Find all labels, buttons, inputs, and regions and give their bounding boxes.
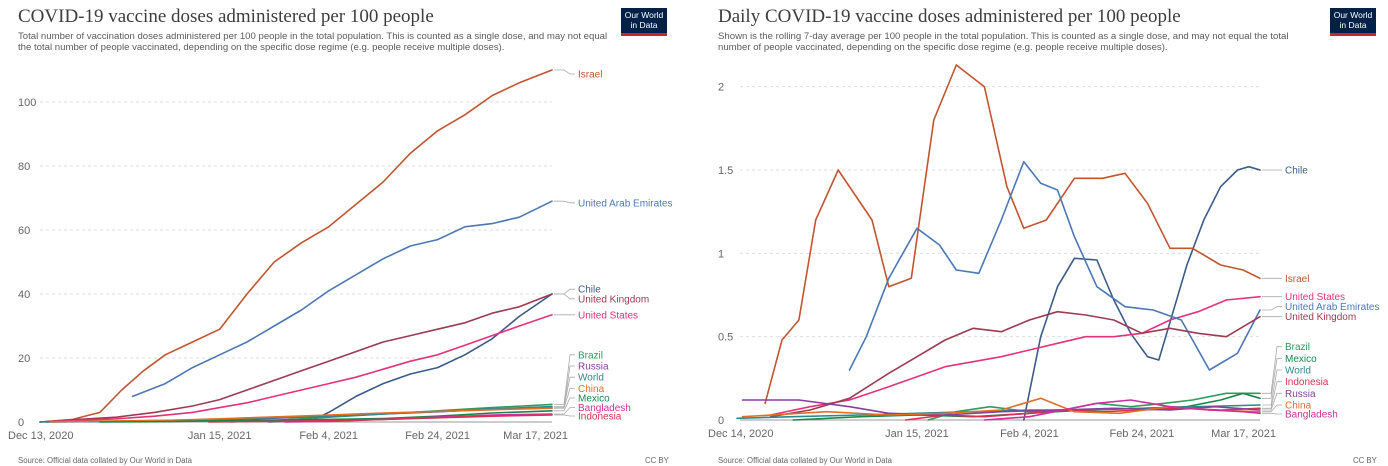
x-tick-label: Feb 24, 2021 — [405, 430, 470, 442]
label-leader-world — [1262, 369, 1282, 406]
y-tick-label: 2 — [718, 82, 724, 94]
x-tick-label: Dec 14, 2020 — [708, 428, 773, 440]
series-label-mexico[interactable]: Mexico — [1285, 354, 1317, 365]
label-leader-russia — [1262, 392, 1282, 411]
line-chart-cumulative: 0 20 40 60 80 100 Dec 13, 2020 Jan 15, 2021 Feb … — [8, 69, 673, 442]
y-tick-label: 1.5 — [718, 165, 733, 177]
y-tick-label: 0.5 — [718, 332, 733, 344]
series-label-russia[interactable]: Russia — [1285, 389, 1316, 400]
label-leader-brazil — [554, 354, 575, 405]
label-leader-indonesia — [554, 414, 575, 417]
label-leader-china — [1262, 404, 1282, 413]
series-line-china[interactable] — [50, 407, 553, 423]
label-leader-china — [554, 387, 575, 409]
series-label-chile[interactable]: Chile — [1285, 166, 1308, 177]
y-tick-label: 80 — [18, 161, 30, 173]
label-leader-chile — [554, 288, 575, 295]
label-leader-bangladesh — [1262, 412, 1282, 415]
x-tick-label: Jan 15, 2021 — [885, 428, 949, 440]
series-label-chile[interactable]: Chile — [578, 285, 601, 296]
x-tick-label: Feb 4, 2021 — [1000, 428, 1059, 440]
chart-subtitle: Shown is the rolling 7-day average per 1… — [718, 31, 1289, 53]
chart-subtitle: Total number of vaccination doses admini… — [18, 31, 608, 53]
series-label-china[interactable]: China — [1285, 401, 1312, 412]
label-leader-israel — [554, 69, 575, 75]
series-label-israel[interactable]: Israel — [578, 70, 602, 81]
series-line-united-states[interactable] — [44, 313, 553, 423]
y-tick-label: 0 — [718, 415, 724, 427]
chart-title: COVID-19 vaccine doses administered per … — [18, 6, 434, 27]
series-label-brazil[interactable]: Brazil — [578, 350, 603, 361]
license-label[interactable]: CC BY — [645, 456, 669, 465]
y-tick-label: 0 — [18, 417, 24, 429]
series-line-bangladesh[interactable] — [983, 399, 1261, 421]
series-line-mexico[interactable] — [99, 409, 553, 423]
series-label-bangladesh[interactable]: Bangladesh — [1285, 410, 1338, 421]
series-label-united-states[interactable]: United States — [578, 310, 638, 321]
y-tick-label: 1 — [718, 248, 724, 260]
line-chart-daily: 0 0.5 1 1.5 2 Dec 14, 2020 Jan 15, 2021 Feb 4, … — [708, 64, 1380, 440]
label-leader-bangladesh — [554, 407, 575, 415]
series-line-israel[interactable] — [764, 64, 1261, 405]
y-tick-label: 20 — [18, 353, 30, 365]
license-label[interactable]: CC BY — [1353, 456, 1377, 465]
series-line-united-arab-emirates[interactable] — [848, 160, 1261, 371]
source-note[interactable]: Source: Official data collated by Our Wo… — [18, 456, 192, 465]
series-line-chile[interactable] — [1022, 165, 1261, 421]
label-leader-united-arab-emirates — [554, 200, 575, 204]
series-label-israel[interactable]: Israel — [1285, 274, 1309, 285]
series-label-united-arab-emirates[interactable]: United Arab Emirates — [1285, 302, 1380, 313]
x-tick-label: Feb 4, 2021 — [299, 430, 358, 442]
series-line-israel[interactable] — [39, 69, 553, 423]
owid-logo[interactable]: Our World in Data — [621, 8, 667, 36]
label-leader-world — [554, 376, 575, 408]
series-line-united-kingdom[interactable] — [769, 310, 1261, 418]
x-tick-label: Mar 17, 2021 — [1211, 428, 1276, 440]
series-label-mexico[interactable]: Mexico — [578, 394, 610, 405]
series-line-russia[interactable] — [741, 399, 1261, 416]
label-leader-brazil — [1262, 346, 1282, 394]
series-label-world[interactable]: World — [1285, 366, 1311, 377]
series-label-united-states[interactable]: United States — [1285, 292, 1345, 303]
series-label-indonesia[interactable]: Indonesia — [1285, 377, 1329, 388]
series-label-united-kingdom[interactable]: United Kingdom — [578, 294, 649, 305]
series-label-china[interactable]: China — [578, 384, 605, 395]
label-leader-russia — [554, 365, 575, 409]
x-tick-label: Jan 15, 2021 — [188, 430, 252, 442]
label-leader-indonesia — [1262, 381, 1282, 409]
label-leader-united-arab-emirates — [1262, 306, 1282, 311]
series-label-russia[interactable]: Russia — [578, 362, 609, 373]
chart-title: Daily COVID-19 vaccine doses administere… — [718, 6, 1181, 27]
y-tick-label: 100 — [18, 97, 36, 109]
source-note[interactable]: Source: Official data collated by Our Wo… — [718, 456, 892, 465]
series-line-united-kingdom[interactable] — [39, 293, 553, 423]
series-label-world[interactable]: World — [578, 373, 604, 384]
series-line-united-states[interactable] — [769, 295, 1261, 416]
series-label-united-arab-emirates[interactable]: United Arab Emirates — [578, 198, 673, 209]
y-tick-label: 60 — [18, 225, 30, 237]
x-tick-label: Dec 13, 2020 — [8, 430, 73, 442]
series-label-united-kingdom[interactable]: United Kingdom — [1285, 312, 1356, 323]
chart-panel-daily: Daily COVID-19 vaccine doses administere… — [700, 0, 1388, 466]
series-label-indonesia[interactable]: Indonesia — [578, 412, 622, 423]
x-tick-label: Feb 24, 2021 — [1109, 428, 1174, 440]
owid-logo[interactable]: Our World in Data — [1330, 8, 1376, 36]
chart-panel-cumulative: COVID-19 vaccine doses administered per … — [0, 0, 690, 466]
x-tick-label: Mar 17, 2021 — [503, 430, 568, 442]
series-label-brazil[interactable]: Brazil — [1285, 342, 1310, 353]
label-leader-mexico — [554, 397, 575, 412]
series-line-united-arab-emirates[interactable] — [131, 200, 553, 398]
label-leader-united-kingdom — [554, 293, 575, 300]
series-line-indonesia[interactable] — [208, 414, 553, 423]
label-leader-mexico — [1262, 357, 1282, 399]
series-label-bangladesh[interactable]: Bangladesh — [578, 403, 631, 414]
y-tick-label: 40 — [18, 289, 30, 301]
